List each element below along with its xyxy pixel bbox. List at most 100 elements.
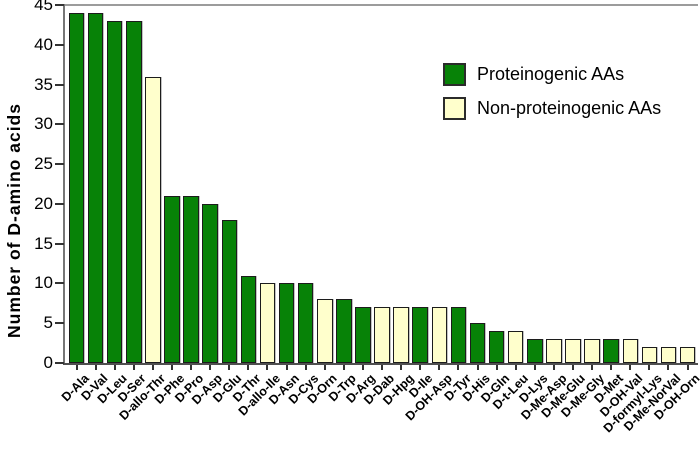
y-tick-label: 15	[34, 233, 53, 253]
x-axis-tick	[457, 365, 460, 370]
y-tick-label: 40	[34, 34, 53, 54]
bar-column: D-Tyr	[441, 5, 474, 404]
bar-proteinogenic	[106, 20, 123, 363]
bar-column: D-Lys	[516, 5, 550, 405]
x-axis-tick	[132, 365, 135, 370]
x-axis-tick	[151, 365, 154, 370]
y-tick-label: 25	[34, 154, 53, 174]
legend-swatch-non_proteinogenic	[443, 97, 466, 120]
x-axis-tick	[94, 365, 97, 370]
bar-non_proteinogenic	[679, 347, 696, 363]
bar-proteinogenic	[603, 339, 619, 363]
bar-column: D-Val	[79, 5, 111, 403]
x-axis-tick	[171, 365, 174, 370]
bar-proteinogenic	[221, 219, 238, 363]
bar-proteinogenic	[164, 195, 180, 363]
bar-proteinogenic	[297, 283, 314, 363]
y-axis-tick	[55, 282, 64, 285]
bar-non_proteinogenic	[507, 331, 524, 363]
bar-non_proteinogenic	[393, 307, 409, 363]
bar-column: D-Glu	[211, 5, 244, 405]
bar-non_proteinogenic	[317, 299, 333, 363]
bar-column: D-Me-Asp	[518, 5, 569, 422]
bar-proteinogenic	[412, 307, 428, 363]
bar-column: D-Trp	[326, 5, 359, 404]
bar-column: D-Asn	[266, 5, 302, 407]
y-axis-tick	[55, 4, 64, 6]
bar-column: D-Leu	[95, 5, 130, 406]
bar-column: D-Ile	[406, 5, 435, 400]
x-axis-tick	[361, 365, 364, 370]
y-axis-tick	[55, 163, 64, 166]
bar-non_proteinogenic	[565, 339, 581, 363]
x-axis-tick	[514, 365, 517, 370]
x-axis-tick	[610, 365, 613, 370]
x-axis-tick	[190, 365, 193, 370]
x-axis-tick	[75, 365, 78, 370]
x-axis-tick	[323, 365, 326, 370]
y-axis-tick	[55, 83, 64, 86]
bar-non_proteinogenic	[622, 339, 639, 363]
bar-column: D-t-Leu	[490, 5, 531, 412]
bar-proteinogenic	[469, 323, 486, 363]
x-axis-tick	[533, 365, 536, 370]
bar-column: D-Met	[592, 5, 626, 406]
y-axis-tick	[55, 202, 64, 205]
x-axis-tick	[304, 365, 307, 370]
bar-column: D-allo-Thr	[116, 5, 168, 423]
bar-column: D-formyl-Lys	[600, 5, 665, 435]
bar-non_proteinogenic	[546, 339, 562, 363]
bar-proteinogenic	[336, 299, 352, 363]
bar-column: D-allo-Ile	[235, 5, 283, 419]
bar-proteinogenic	[527, 339, 543, 363]
bar-proteinogenic	[87, 12, 104, 363]
bar-proteinogenic	[126, 20, 142, 363]
bar-column: D-Phe	[152, 5, 187, 407]
x-axis-tick	[419, 365, 422, 370]
x-axis-tick	[400, 365, 403, 370]
x-axis-tick	[648, 365, 651, 370]
x-axis-tick	[438, 365, 441, 370]
y-tick-label: 35	[34, 74, 53, 94]
x-axis-tick	[476, 365, 479, 370]
x-axis-tick	[228, 365, 231, 370]
plot-top-border	[65, 4, 698, 6]
bar-proteinogenic	[278, 283, 295, 363]
bar-non_proteinogenic	[584, 339, 600, 363]
bar-non_proteinogenic	[374, 307, 390, 363]
x-axis-tick	[342, 365, 345, 370]
y-tick-label: 20	[34, 193, 53, 213]
bar-column: D-Me-NorVal	[621, 5, 684, 434]
bar-column: D-Pro	[172, 5, 206, 405]
x-axis-tick	[667, 365, 670, 370]
bar-proteinogenic	[488, 331, 505, 363]
bar-column: D-Asp	[189, 5, 225, 407]
y-tick-label: 5	[43, 313, 53, 333]
bar-column: D-Orn	[305, 5, 340, 406]
bar-proteinogenic	[355, 307, 371, 363]
legend-item-proteinogenic: Proteinogenic AAs	[443, 63, 661, 86]
legend-swatch-proteinogenic	[443, 63, 466, 86]
bar-proteinogenic	[450, 307, 467, 363]
bar-proteinogenic	[68, 12, 85, 363]
bar-column: D-Me-Gly	[559, 5, 607, 420]
y-axis-line	[63, 4, 65, 365]
legend: Proteinogenic AAs Non-proteinogenic AAs	[443, 63, 661, 131]
bar-column: D-Me-Glu	[539, 5, 588, 420]
x-axis-line	[63, 363, 698, 365]
bar-column: D-Hpg	[380, 5, 416, 408]
bar-column: D-OH-Orn	[652, 5, 700, 422]
y-axis-title: Number of D-amino acids	[4, 103, 24, 338]
y-tick-label: 45	[34, 0, 53, 14]
x-axis-tick	[266, 365, 269, 370]
legend-item-non_proteinogenic: Non-proteinogenic AAs	[443, 97, 661, 120]
bar-proteinogenic	[183, 195, 199, 363]
y-axis-tick	[55, 123, 64, 126]
plot-area: 0 5 10 15 20 25 30 35 40 45 D-Ala D-Val D-Leu D-Ser D…	[34, 0, 700, 435]
legend-label: Non-proteinogenic AAs	[477, 98, 662, 118]
y-tick-label: 0	[43, 353, 53, 372]
bar-column: D-Ala	[59, 5, 92, 404]
y-tick-label: 10	[34, 273, 53, 293]
y-axis-tick	[55, 43, 64, 46]
